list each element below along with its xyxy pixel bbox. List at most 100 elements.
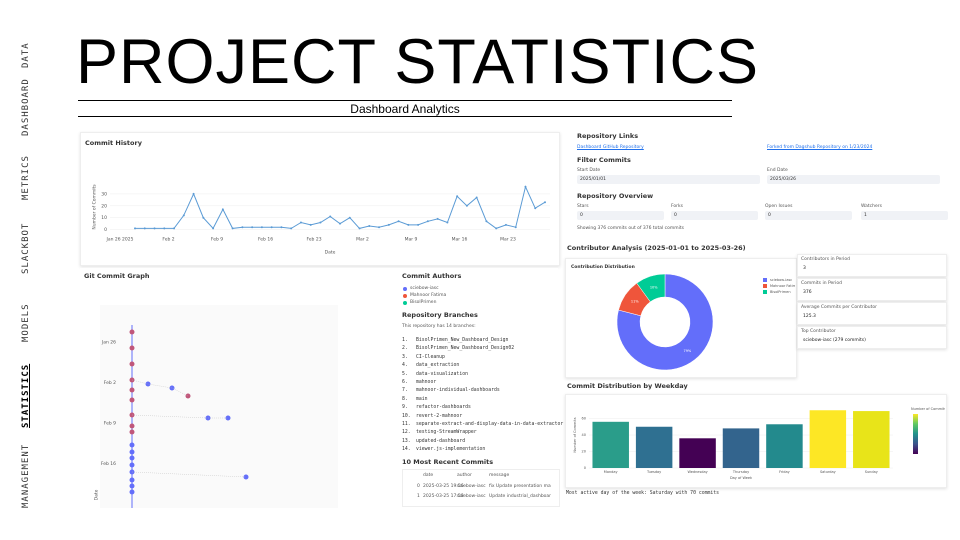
link[interactable]: Dashboard GitHub Repository (577, 145, 644, 150)
commit-node (129, 477, 135, 483)
slice-label: 10% (650, 285, 658, 289)
legend-label: BisolPrimen (410, 300, 437, 305)
x-tick-label: Monday (604, 470, 618, 474)
commit-node (129, 345, 135, 351)
colorbar (913, 414, 918, 454)
branch-number: 10. (402, 413, 411, 419)
y-tick-label: Jan 26 (101, 340, 116, 346)
point (329, 215, 332, 218)
table-cell: fix Update presentation ma (489, 484, 551, 489)
section-title: Commit Authors (402, 272, 462, 280)
point (134, 227, 136, 230)
y-tick-label: 20 (101, 203, 107, 209)
repo-info: Commit Authors sciebow-iasc Mahnoor Fatim… (402, 272, 563, 508)
y-tick-label: Feb 2 (104, 380, 116, 386)
branches-intro: This repository has 14 branches: (402, 324, 476, 329)
nav-item[interactable]: MODELS (21, 303, 31, 342)
point (153, 227, 156, 230)
branch-name: revert-2-mahnoor (416, 413, 463, 419)
subtitle: Dashboard Analytics (350, 102, 460, 116)
x-tick-label: Saturday (820, 470, 836, 474)
branch-number: 1. (402, 338, 408, 343)
point (387, 223, 390, 226)
nav-item[interactable]: DATA (21, 42, 31, 68)
branch-name: mahnoor (416, 380, 437, 385)
x-tick-label: Feb 16 (258, 237, 273, 243)
commit-node (129, 449, 135, 455)
point (358, 227, 361, 230)
point (544, 201, 546, 204)
branch-name: viewer.js-implementation (416, 447, 486, 453)
point (319, 221, 322, 224)
metric-card (797, 302, 947, 325)
point (339, 222, 341, 225)
point (202, 216, 205, 219)
point (280, 226, 283, 229)
nav-item[interactable]: SLACKBOT (21, 222, 31, 274)
bar (722, 428, 760, 468)
table-cell: 0 (417, 484, 420, 489)
section-title: Filter Commits (577, 156, 631, 164)
table-cell: Update industrial_dashboar (489, 494, 552, 499)
metric-card (797, 278, 947, 301)
x-tick-label: Feb 9 (211, 237, 223, 243)
date-input[interactable]: 2025/03/26 (767, 175, 940, 184)
rule (78, 116, 732, 117)
point (221, 208, 224, 211)
nav-item[interactable]: METRICS (21, 155, 31, 200)
branch-name: mahnoor-individual-dashboards (416, 388, 500, 394)
stat-box: 0 (577, 211, 664, 220)
donut-slice (616, 273, 714, 371)
point (495, 227, 498, 230)
x-tick-label: Wednesday (687, 470, 707, 474)
branch-number: 11. (402, 422, 411, 427)
stat-box: 0 (671, 211, 758, 220)
legend-label: Mahnoor Fatima (410, 293, 447, 298)
legend-label: sciebow-iasc (410, 286, 439, 291)
branch-number: 14. (402, 447, 411, 453)
point (504, 223, 507, 226)
commit-node (129, 329, 135, 335)
y-tick-label: 30 (101, 191, 107, 197)
stat-box: 1 (861, 211, 948, 220)
table-header: author (457, 473, 472, 478)
commit-node (129, 483, 135, 489)
branch-link (131, 379, 247, 478)
bar (592, 421, 629, 468)
branch-name: testing-StreamWrapper (416, 430, 477, 436)
field-label: Start Date (577, 168, 601, 173)
legend-swatch (403, 287, 407, 291)
point (368, 225, 371, 228)
git-graph: Jan 26 Feb 2 Feb 9 Feb 16 Date (94, 305, 338, 508)
donut-slice (636, 273, 666, 303)
x-tick-label: Thursday (732, 470, 749, 474)
legend-swatch (763, 284, 767, 288)
point (251, 226, 254, 229)
branch-name: main (416, 396, 428, 402)
commit-node (129, 423, 135, 429)
point (348, 216, 351, 219)
date-input[interactable]: 2025/01/01 (577, 175, 760, 184)
nav-item[interactable]: STATISTICS (21, 363, 31, 428)
axis-label: Date (94, 489, 100, 500)
point (436, 217, 439, 220)
branch-number: 4. (402, 363, 408, 369)
metric-label: Average Commits per Contributor (801, 305, 877, 310)
nav-item[interactable]: MANAGEMENT (21, 443, 31, 508)
x-tick-label: Jan 26 2025 (106, 237, 134, 243)
commits-table: date author message 0 2025-03-25 19:56 sciebo… (402, 469, 560, 507)
point (514, 226, 517, 229)
bar (766, 424, 803, 468)
point (299, 221, 302, 224)
point (534, 207, 537, 210)
point (426, 220, 429, 223)
x-tick-label: Feb 23 (306, 237, 321, 243)
metric-label: Commits in Period (801, 281, 843, 286)
bar (853, 411, 890, 468)
stat-label: Stars (577, 204, 589, 209)
plot-bg (100, 305, 338, 508)
link[interactable]: Forked from Dagshub Repository on 1/23/2… (767, 145, 873, 150)
nav-item[interactable]: DASHBOARD (21, 78, 31, 136)
stat-label: Watchers (861, 204, 882, 209)
slice-label: 79% (683, 349, 691, 353)
